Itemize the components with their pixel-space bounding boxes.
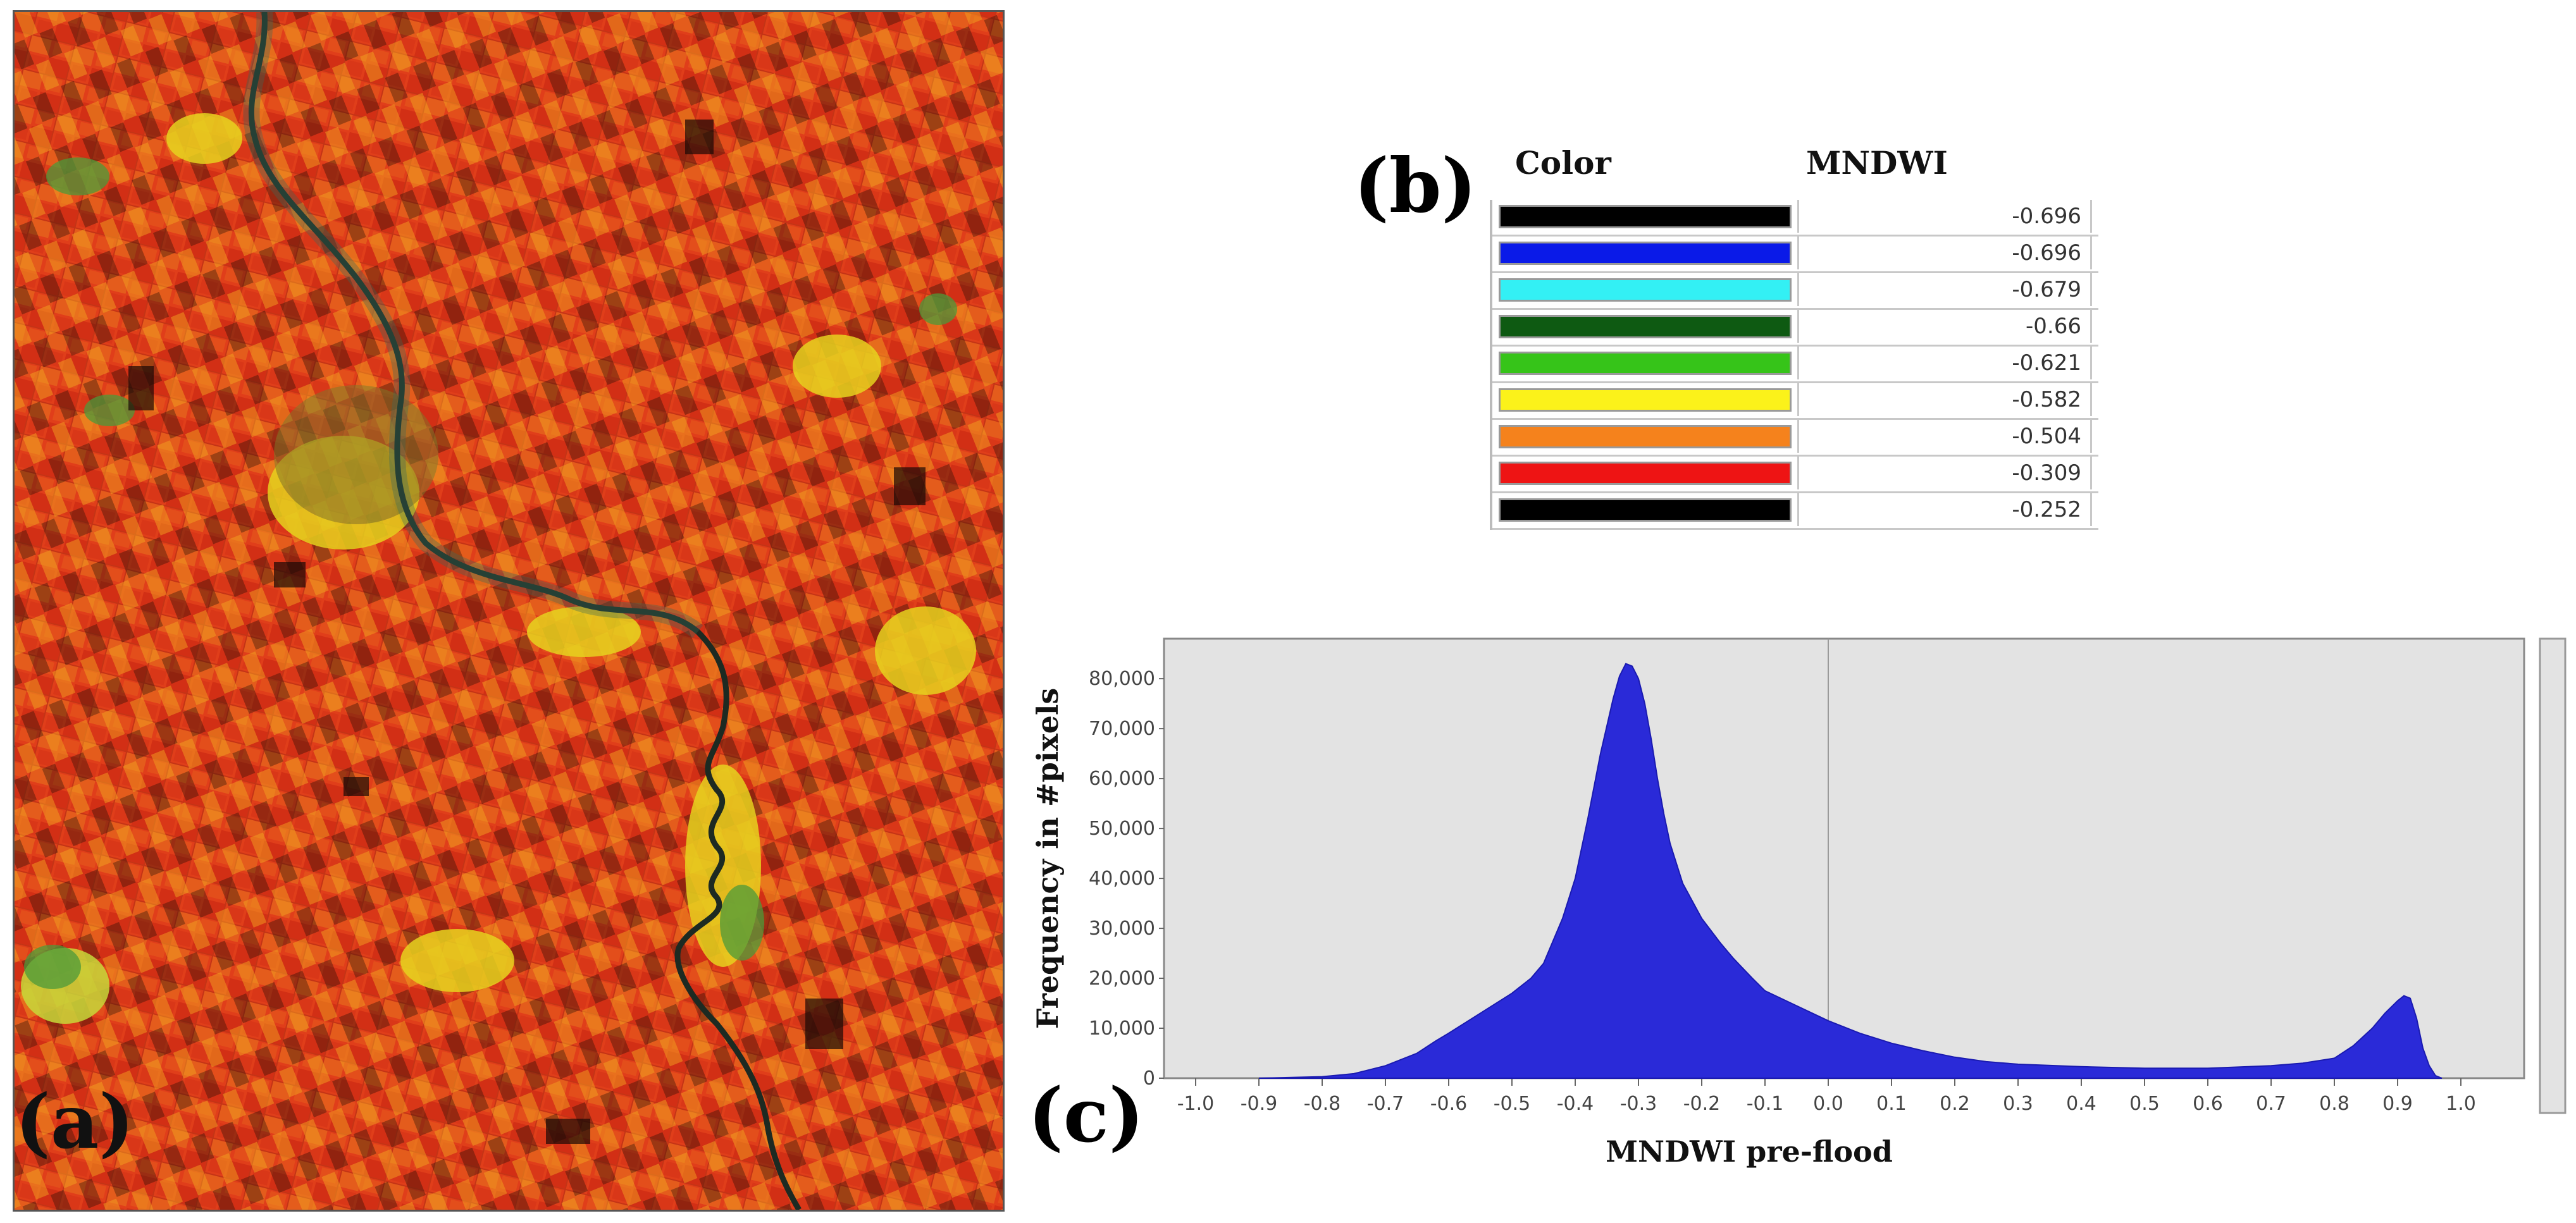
histogram-area — [1258, 663, 2443, 1079]
y-tick-label: 40,000 — [1089, 868, 1155, 890]
legend-swatch — [1499, 242, 1792, 265]
color-legend: Color MNDWI -0.696 -0.696 -0.679 -0.66 -0.62… — [1490, 144, 2098, 530]
y-axis-ticks: 0 10,000 20,000 30,000 40,000 50,000 60,000 70,… — [1089, 668, 1164, 1090]
legend-swatch — [1499, 205, 1792, 228]
legend-row: -0.504 — [1492, 420, 2098, 457]
x-tick-label: 1.0 — [2446, 1093, 2476, 1115]
legend-value: -0.66 — [1797, 310, 2092, 343]
legend-value: -0.621 — [1797, 347, 2092, 379]
x-tick-label: 0.6 — [2193, 1093, 2223, 1115]
legend-swatch — [1499, 388, 1792, 412]
x-tick-label: -0.3 — [1620, 1093, 1657, 1115]
panel-label-b: (b) — [1354, 142, 1477, 230]
legend-header-mndwi: MNDWI — [1806, 144, 1948, 181]
legend-row: -0.252 — [1492, 493, 2098, 530]
y-axis-title: Frequency in #pixels — [1031, 688, 1065, 1029]
x-tick-label: 0.0 — [1813, 1093, 1843, 1115]
legend-swatch — [1499, 315, 1792, 338]
legend-swatch — [1499, 498, 1792, 522]
x-tick-label: -0.9 — [1241, 1093, 1278, 1115]
legend-row: -0.696 — [1492, 237, 2098, 273]
x-axis-ticks: -1.0 -0.9 -0.8 -0.7 -0.6 -0.5 -0.4 -0.3 -0.2 -0.1… — [1177, 1078, 2476, 1115]
histogram-chart: 0 10,000 20,000 30,000 40,000 50,000 60,000 70,… — [1031, 637, 2567, 1169]
x-tick-label: -0.7 — [1367, 1093, 1404, 1115]
mndwi-map-image — [15, 12, 1003, 1210]
legend-row: -0.309 — [1492, 457, 2098, 493]
y-tick-label: 70,000 — [1089, 718, 1155, 740]
x-axis-title: MNDWI pre-flood — [1606, 1134, 1893, 1169]
x-tick-label: -0.1 — [1747, 1093, 1784, 1115]
y-tick-label: 0 — [1143, 1067, 1155, 1090]
legend-value: -0.696 — [1797, 237, 2092, 269]
x-tick-label: -0.8 — [1304, 1093, 1341, 1115]
x-tick-label: -0.2 — [1683, 1093, 1721, 1115]
plot-area — [1163, 637, 2525, 1079]
panel-label-c: (c) — [1028, 1071, 1144, 1159]
mndwi-map — [13, 10, 1005, 1212]
legend-row: -0.679 — [1492, 273, 2098, 310]
legend-table: -0.696 -0.696 -0.679 -0.66 -0.621 -0.582 -0.50… — [1490, 200, 2098, 530]
legend-value: -0.252 — [1797, 493, 2092, 526]
side-scrollbar — [2539, 637, 2567, 1114]
y-tick-label: 50,000 — [1089, 818, 1155, 840]
legend-row: -0.66 — [1492, 310, 2098, 347]
legend-value: -0.679 — [1797, 273, 2092, 306]
y-tick-label: 20,000 — [1089, 968, 1155, 990]
legend-swatch — [1499, 278, 1792, 302]
x-tick-label: 0.8 — [2319, 1093, 2350, 1115]
x-tick-label: 0.5 — [2129, 1093, 2160, 1115]
legend-swatch — [1499, 425, 1792, 448]
legend-value: -0.582 — [1797, 383, 2092, 416]
legend-swatch — [1499, 352, 1792, 375]
x-tick-label: -0.5 — [1494, 1093, 1531, 1115]
legend-value: -0.504 — [1797, 420, 2092, 453]
y-tick-label: 80,000 — [1089, 668, 1155, 690]
x-tick-label: -0.4 — [1557, 1093, 1594, 1115]
x-tick-label: -0.6 — [1430, 1093, 1468, 1115]
x-tick-label: 0.1 — [1876, 1093, 1907, 1115]
legend-header-color: Color — [1515, 144, 1611, 181]
legend-value: -0.696 — [1797, 200, 2092, 233]
legend-swatch — [1499, 462, 1792, 485]
x-tick-label: -1.0 — [1177, 1093, 1215, 1115]
legend-row: -0.696 — [1492, 200, 2098, 237]
legend-row: -0.582 — [1492, 383, 2098, 420]
x-tick-label: 0.7 — [2256, 1093, 2286, 1115]
x-tick-label: 0.9 — [2382, 1093, 2413, 1115]
legend-value: -0.309 — [1797, 457, 2092, 489]
y-tick-label: 10,000 — [1089, 1017, 1155, 1040]
x-tick-label: 0.4 — [2066, 1093, 2096, 1115]
panel-label-a: (a) — [15, 1078, 135, 1165]
x-tick-label: 0.3 — [2003, 1093, 2033, 1115]
legend-row: -0.621 — [1492, 347, 2098, 383]
y-tick-label: 30,000 — [1089, 918, 1155, 940]
y-tick-label: 60,000 — [1089, 768, 1155, 790]
x-tick-label: 0.2 — [1940, 1093, 1970, 1115]
